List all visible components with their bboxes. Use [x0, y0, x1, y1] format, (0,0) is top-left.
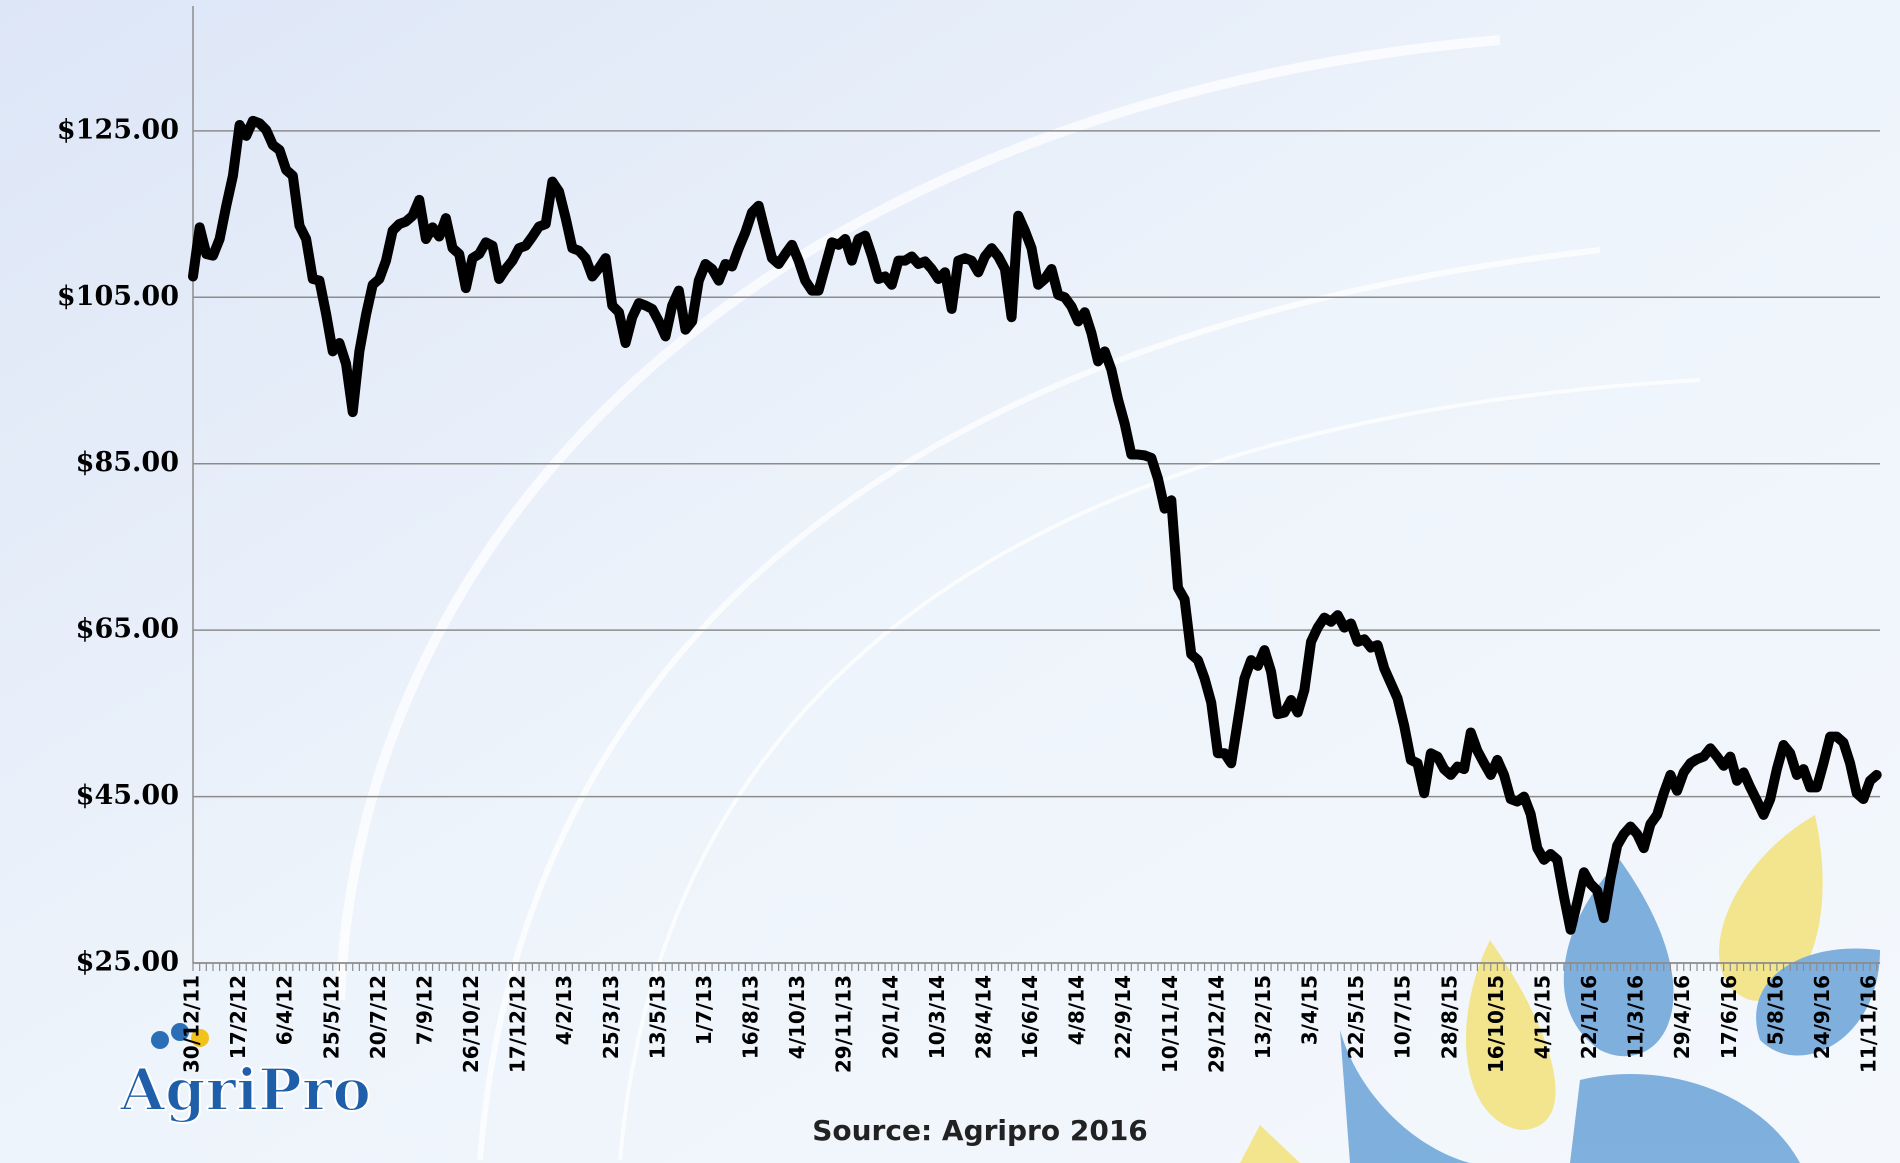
- y-tick-label: $65.00: [76, 614, 179, 645]
- x-tick-label: 4/10/13: [785, 975, 809, 1059]
- x-tick-label: 29/4/16: [1670, 975, 1694, 1059]
- x-tick-label: 16/8/13: [739, 975, 763, 1059]
- x-tick-label: 17/12/12: [506, 975, 530, 1073]
- caption: Source: Agripro 2016: [812, 1114, 1148, 1147]
- x-tick-label: 10/3/14: [925, 975, 949, 1059]
- x-tick-label: 22/9/14: [1111, 975, 1135, 1059]
- x-tick-label: 26/10/12: [459, 975, 483, 1073]
- x-tick-label: 22/1/16: [1577, 975, 1601, 1059]
- x-tick-label: 4/2/13: [552, 975, 576, 1045]
- x-tick-label: 1/7/13: [692, 975, 716, 1045]
- x-tick-label: 16/10/15: [1484, 975, 1508, 1073]
- x-tick-label: 29/12/14: [1204, 975, 1228, 1073]
- logo: AgriPro: [119, 1056, 371, 1124]
- x-tick-label: 7/9/12: [412, 975, 436, 1045]
- y-tick-label: $85.00: [76, 447, 179, 478]
- x-tick-label: 22/5/15: [1344, 975, 1368, 1059]
- x-tick-label: 29/11/13: [832, 975, 856, 1073]
- x-tick-label: 5/8/16: [1763, 975, 1787, 1045]
- y-tick-label: $125.00: [57, 114, 179, 145]
- x-tick-label: 20/7/12: [366, 975, 390, 1059]
- x-tick-label: 11/3/16: [1624, 975, 1648, 1059]
- x-tick-label: 20/1/14: [878, 975, 902, 1059]
- x-tick-label: 3/4/15: [1298, 975, 1322, 1045]
- x-tick-label: 28/8/15: [1437, 975, 1461, 1059]
- decor-petals: [1240, 815, 1880, 1163]
- x-tick-label: 16/6/14: [1018, 975, 1042, 1059]
- x-tick-label: 17/2/12: [226, 975, 250, 1059]
- x-tick-label: 10/11/14: [1158, 975, 1182, 1073]
- x-tick-label: 4/12/15: [1530, 975, 1554, 1059]
- y-tick-label: $45.00: [76, 780, 179, 811]
- price-line: [188, 115, 1882, 935]
- y-tick-label: $105.00: [57, 281, 179, 312]
- x-tick-label: 25/3/13: [599, 975, 623, 1059]
- y-tick-label: $25.00: [76, 947, 179, 978]
- x-tick-label: 4/8/14: [1065, 975, 1089, 1045]
- x-tick-label: 11/11/16: [1857, 975, 1881, 1073]
- logo-icon: [151, 1023, 209, 1049]
- x-tick-label: 24/9/16: [1810, 975, 1834, 1059]
- x-tick-label: 30/12/11: [180, 975, 204, 1073]
- x-tick-label: 25/5/12: [319, 975, 343, 1059]
- x-tick-label: 17/6/16: [1717, 975, 1741, 1059]
- x-tick-label: 6/4/12: [273, 975, 297, 1045]
- x-tick-label: 28/4/14: [971, 975, 995, 1059]
- x-tick-label: 10/7/15: [1391, 975, 1415, 1059]
- x-tick-label: 13/5/13: [645, 975, 669, 1059]
- x-tick-label: 13/2/15: [1251, 975, 1275, 1059]
